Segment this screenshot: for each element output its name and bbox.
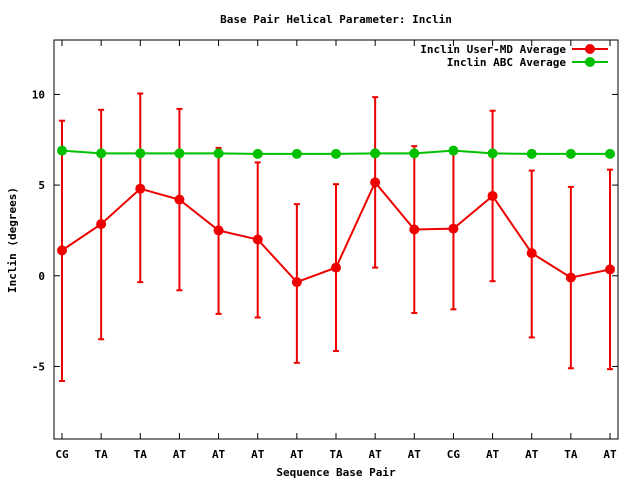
data-point xyxy=(565,272,576,283)
x-tick-label: AT xyxy=(486,448,500,461)
data-point xyxy=(174,194,185,205)
data-point xyxy=(252,148,263,159)
chart-title: Base Pair Helical Parameter: Inclin xyxy=(220,13,452,26)
x-tick-label: TA xyxy=(95,448,109,461)
y-tick-label: 5 xyxy=(38,179,45,192)
data-point xyxy=(135,148,146,159)
x-tick-label: CG xyxy=(55,448,69,461)
x-axis: CG TA TA AT AT AT AT TA AT AT CG AT AT TA AT xyxy=(55,40,617,461)
data-point xyxy=(605,264,615,275)
data-point xyxy=(291,148,302,159)
x-axis-label: Sequence Base Pair xyxy=(276,466,396,479)
data-point xyxy=(565,148,576,159)
data-point xyxy=(487,148,498,159)
data-point xyxy=(526,248,537,259)
legend-swatch-marker xyxy=(585,44,595,54)
data-point xyxy=(487,190,498,201)
x-tick-label: AT xyxy=(290,448,304,461)
x-tick-label: AT xyxy=(525,448,539,461)
x-tick-label: TA xyxy=(564,448,578,461)
data-point xyxy=(605,148,615,159)
data-point xyxy=(409,224,420,235)
error-bars xyxy=(59,92,613,382)
data-point xyxy=(526,148,537,159)
x-tick-label: AT xyxy=(408,448,422,461)
y-tick-label: -5 xyxy=(32,360,45,373)
data-point xyxy=(291,277,302,288)
series-points xyxy=(57,145,615,288)
y-tick-label: 10 xyxy=(32,88,45,101)
x-tick-label: CG xyxy=(447,448,461,461)
x-tick-label: TA xyxy=(329,448,343,461)
x-tick-label: TA xyxy=(134,448,148,461)
x-tick-label: AT xyxy=(369,448,383,461)
legend-swatch-marker xyxy=(585,57,595,67)
data-point xyxy=(174,148,185,159)
legend-label: Inclin User-MD Average xyxy=(420,43,566,56)
data-point xyxy=(96,219,107,230)
data-point xyxy=(448,223,459,234)
data-point xyxy=(448,145,459,156)
x-tick-label: AT xyxy=(251,448,265,461)
data-point xyxy=(96,148,107,159)
data-point xyxy=(370,148,381,159)
legend-label: Inclin ABC Average xyxy=(447,56,567,69)
y-axis: -5 0 5 10 xyxy=(32,88,618,373)
y-axis-label: Inclin (degrees) xyxy=(6,187,19,293)
data-point xyxy=(409,148,420,159)
data-point xyxy=(57,245,67,256)
data-point xyxy=(213,225,224,236)
data-point xyxy=(213,148,224,159)
data-point xyxy=(331,262,341,273)
data-point xyxy=(135,183,146,194)
x-tick-label: AT xyxy=(173,448,187,461)
y-tick-label: 0 xyxy=(38,270,45,283)
data-point xyxy=(252,234,263,245)
data-point xyxy=(57,145,67,156)
x-tick-label: AT xyxy=(603,448,617,461)
x-tick-label: AT xyxy=(212,448,226,461)
data-point xyxy=(370,177,381,188)
data-point xyxy=(331,148,341,159)
